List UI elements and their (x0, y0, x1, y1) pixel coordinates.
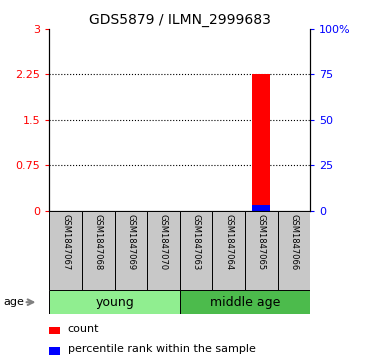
Text: GSM1847064: GSM1847064 (224, 214, 233, 270)
Text: GSM1847069: GSM1847069 (126, 214, 135, 270)
Title: GDS5879 / ILMN_2999683: GDS5879 / ILMN_2999683 (89, 13, 271, 26)
Bar (115, 211, 147, 290)
Text: percentile rank within the sample: percentile rank within the sample (68, 344, 255, 354)
Text: age: age (4, 297, 24, 307)
Text: GSM1847068: GSM1847068 (94, 214, 103, 270)
Text: GSM1847070: GSM1847070 (159, 214, 168, 270)
Text: GSM1847063: GSM1847063 (192, 214, 201, 270)
Bar (252, 74, 270, 211)
Text: count: count (68, 323, 99, 334)
Bar (180, 290, 310, 314)
Text: young: young (95, 296, 134, 309)
Text: GSM1847066: GSM1847066 (289, 214, 299, 270)
Text: middle age: middle age (210, 296, 280, 309)
Text: GSM1847067: GSM1847067 (61, 214, 70, 270)
Bar (82, 211, 115, 290)
Bar (49, 290, 180, 314)
Bar (147, 211, 180, 290)
Bar (278, 211, 310, 290)
Bar (49, 211, 82, 290)
Bar (49, 347, 60, 355)
Bar (212, 211, 245, 290)
Bar (180, 211, 212, 290)
Bar (252, 205, 270, 211)
Bar (245, 211, 278, 290)
Bar (49, 327, 60, 334)
Text: GSM1847065: GSM1847065 (257, 214, 266, 270)
